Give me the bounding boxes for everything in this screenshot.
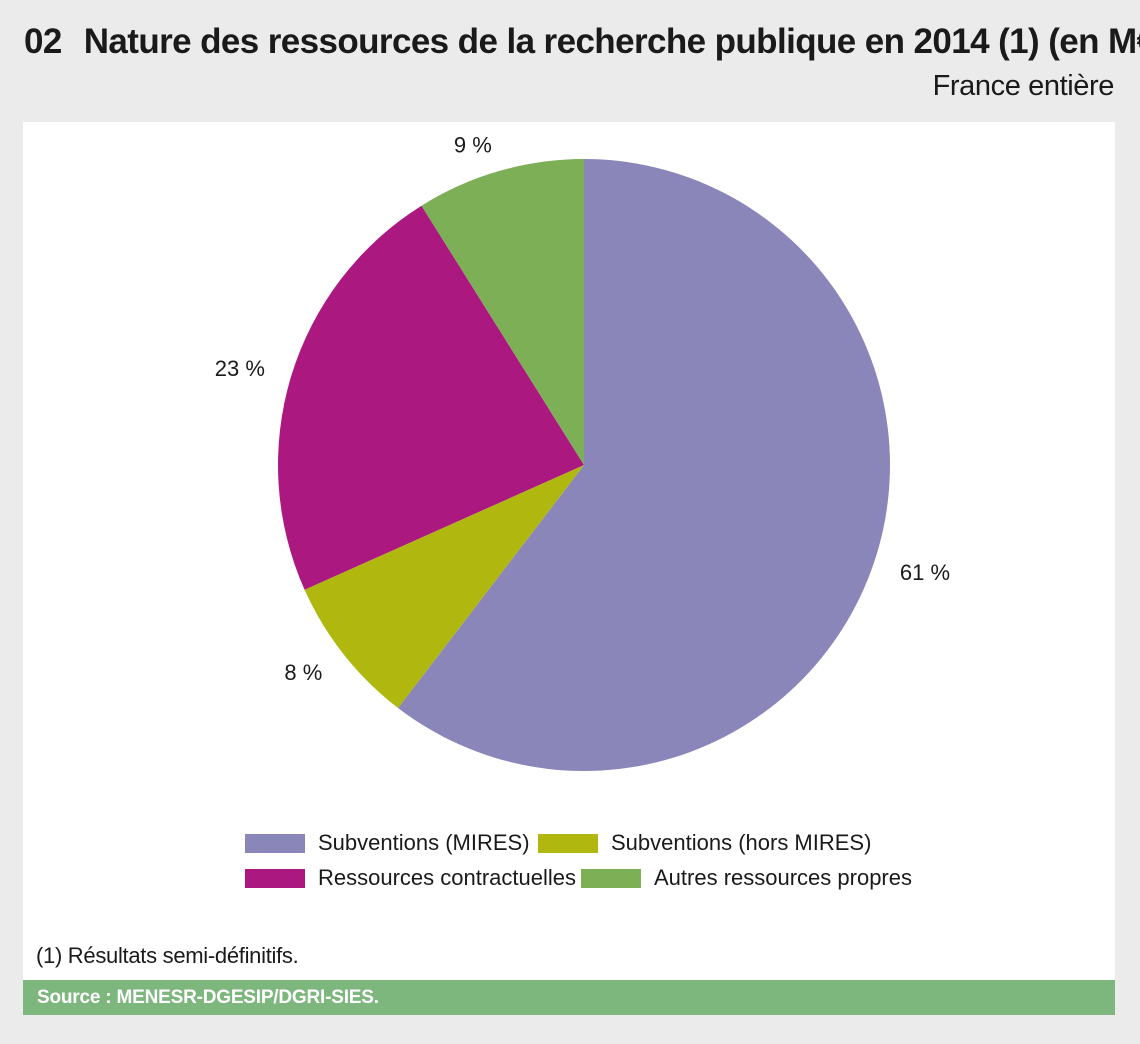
figure-number: 02 — [24, 22, 62, 61]
legend-label: Ressources contractuelles — [318, 865, 577, 890]
pie-slice-subventions-hors-mires — [304, 465, 584, 709]
legend-swatch — [245, 833, 305, 853]
slice-percent-label: 8 % — [284, 660, 322, 685]
chart-subtitle: France entière — [932, 70, 1115, 102]
slice-percent-label: 9 % — [454, 132, 492, 157]
pie-slice-autres-ressources-propres — [421, 159, 584, 465]
footnote: (1) Résultats semi-définitifs. — [36, 943, 299, 968]
title-text: Nature des ressources de la recherche pu… — [83, 22, 1140, 61]
legend-item-autres-ressources-propres: Autres ressources propres — [581, 865, 912, 891]
legend-label: Subventions (MIRES) — [318, 830, 530, 855]
legend-swatch — [581, 868, 641, 888]
legend-item-ressources-contractuelles: Ressources contractuelles — [245, 865, 576, 891]
pie-slice-subventions-mires — [398, 159, 890, 771]
source-bar: Source : MENESR-DGESIP/DGRI-SIES. — [23, 980, 1115, 1015]
chart-panel: 61 % 8 % 23 % 9 % Subventions (MIRES) Subve… — [23, 122, 1115, 980]
legend-swatch — [245, 868, 305, 888]
pie-slice-ressources-contractuelles — [277, 205, 584, 590]
slice-percent-label: 61 % — [900, 560, 950, 585]
legend-swatch — [538, 833, 598, 853]
chart-title: 02 Nature des ressources de la recherche … — [24, 22, 1140, 62]
slice-percent-label: 23 % — [215, 356, 265, 381]
legend-item-subventions-hors-mires: Subventions (hors MIRES) — [538, 830, 871, 856]
legend-label: Autres ressources propres — [654, 865, 912, 890]
legend-item-subventions-mires: Subventions (MIRES) — [245, 830, 530, 856]
legend-label: Subventions (hors MIRES) — [611, 830, 872, 855]
source-text: Source : MENESR-DGESIP/DGRI-SIES. — [37, 987, 379, 1008]
pie-chart: 61 % 8 % 23 % 9 % — [215, 132, 950, 771]
